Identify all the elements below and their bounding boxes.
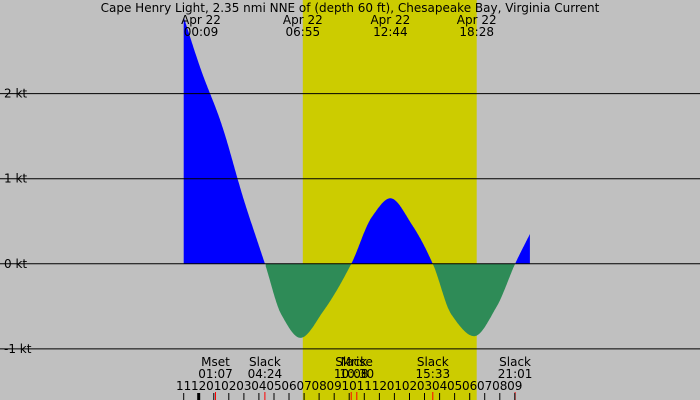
- y-tick-label-1: 1 kt: [4, 172, 27, 186]
- hour-tick-label-14: 01: [387, 379, 402, 393]
- hour-tick-label-0: 11: [176, 379, 191, 393]
- event-time-1: 04:24: [248, 367, 283, 381]
- event-name-5: Slack: [499, 355, 531, 369]
- hour-tick-label-3: 02: [221, 379, 236, 393]
- hour-tick-label-7: 06: [281, 379, 296, 393]
- hour-tick-label-13: 12: [372, 379, 387, 393]
- event-time-2: 10:08: [334, 367, 369, 381]
- event-labels: Mset01:07Slack04:24Slack10:08Mrise10:30S…: [198, 355, 532, 400]
- hour-tick-label-4: 03: [236, 379, 251, 393]
- y-tick-label-3: -1 kt: [4, 342, 32, 356]
- hour-axis: 11 12 01 02 03 04 05 06 07 08 09 10 11 12 01 02 03 04 05 06…: [176, 379, 522, 400]
- flood-area-2: [351, 198, 433, 264]
- hour-tick-label-1: 12: [191, 379, 206, 393]
- hour-tick-label-5: 04: [251, 379, 266, 393]
- ebb-area-1: [265, 263, 352, 338]
- event-name-3: Mrise: [341, 355, 373, 369]
- y-tick-label-0: 2 kt: [4, 87, 27, 101]
- y-tick-label-2: 0 kt: [4, 257, 27, 271]
- hour-tick-label-22: 09: [507, 379, 522, 393]
- hour-tick-label-12: 11: [357, 379, 372, 393]
- flood-area-0: [183, 17, 266, 264]
- hour-tick-label-8: 07: [296, 379, 311, 393]
- top-time-label-3: 18:28: [459, 25, 494, 39]
- chart-title: Cape Henry Light, 2.35 nmi NNE of (depth…: [101, 1, 600, 15]
- hour-tick-label-20: 07: [477, 379, 492, 393]
- hour-tick-label-9: 08: [311, 379, 326, 393]
- top-date-label-1: Apr 22: [283, 13, 323, 27]
- hour-tick-label-11: 10: [342, 379, 357, 393]
- event-time-3: 10:30: [340, 367, 375, 381]
- hour-tick-label-21: 08: [492, 379, 507, 393]
- hour-tick-label-6: 05: [266, 379, 281, 393]
- event-time-0: 01:07: [198, 367, 233, 381]
- top-date-label-0: Apr 22: [181, 13, 221, 27]
- top-date-label-2: Apr 22: [370, 13, 410, 27]
- hour-tick-label-17: 04: [432, 379, 447, 393]
- y-axis-labels: 2 kt 1 kt 0 kt -1 kt: [4, 87, 32, 356]
- event-name-4: Slack: [417, 355, 449, 369]
- top-date-label-3: Apr 22: [457, 13, 497, 27]
- top-time-label-2: 12:44: [373, 25, 408, 39]
- event-time-4: 15:33: [416, 367, 451, 381]
- flood-area-4: [515, 234, 530, 264]
- hour-tick-label-10: 09: [327, 379, 342, 393]
- event-name-1: Slack: [249, 355, 281, 369]
- hour-tick-label-18: 05: [447, 379, 462, 393]
- hour-tick-label-19: 06: [462, 379, 477, 393]
- top-time-label-1: 06:55: [286, 25, 321, 39]
- hour-tick-label-2: 01: [206, 379, 221, 393]
- ebb-area-3: [432, 263, 516, 337]
- hour-tick-label-16: 03: [417, 379, 432, 393]
- event-name-0: Mset: [201, 355, 230, 369]
- hour-tick-label-15: 02: [402, 379, 417, 393]
- event-name-2: Slack: [335, 355, 367, 369]
- gridlines: [0, 93, 700, 350]
- event-time-5: 21:01: [498, 367, 533, 381]
- current-areas: [183, 17, 530, 338]
- top-time-label-0: 00:09: [184, 25, 219, 39]
